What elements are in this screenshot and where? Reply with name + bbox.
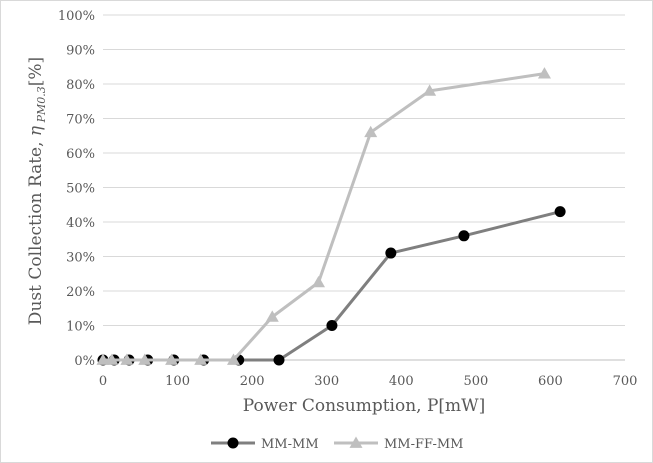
y-tick-label: 0% [74, 354, 95, 369]
legend-label: MM-FF-MM [384, 437, 464, 452]
data-point-circle [554, 206, 566, 218]
data-point-triangle [312, 275, 326, 288]
series-mm-mm [97, 206, 566, 366]
y-axis-title-main: Dust Collection Rate, [26, 136, 46, 325]
data-point-triangle [105, 353, 119, 365]
data-point-triangle [423, 84, 437, 96]
legend-marker-circle [227, 437, 239, 449]
y-tick-label: 20% [66, 285, 95, 300]
y-tick-label: 70% [66, 113, 95, 128]
legend: MM-MM MM-FF-MM [211, 436, 464, 452]
data-point-triangle [165, 353, 179, 365]
y-axis-title-unit: [%] [26, 57, 46, 86]
x-tick-label: 100 [165, 374, 190, 389]
y-axis-ticks: 0% 10% 20% 30% 40% 50% 60% 70% 80% 90% 100% [58, 9, 95, 369]
data-point-circle [458, 230, 470, 242]
y-axis-title-subscript: PM0.3 [35, 86, 48, 126]
legend-item: MM-FF-MM [334, 436, 464, 452]
y-tick-label: 50% [66, 182, 95, 197]
legend-label: MM-MM [261, 437, 319, 452]
data-point-triangle [96, 353, 110, 365]
y-axis-title: Dust Collection Rate, η PM0.3[%] [26, 57, 48, 325]
data-point-triangle [537, 67, 551, 79]
y-tick-label: 60% [66, 147, 95, 162]
x-tick-label: 600 [538, 374, 563, 389]
series-line [103, 210, 561, 362]
data-point-triangle [227, 353, 240, 365]
x-axis-ticks: 0 100 200 300 400 500 600 700 [99, 374, 638, 389]
data-point-triangle [265, 310, 279, 322]
data-point-circle [273, 354, 285, 366]
y-tick-label: 90% [66, 44, 95, 59]
y-tick-label: 80% [66, 78, 95, 93]
y-tick-label: 100% [58, 9, 95, 24]
x-tick-label: 500 [463, 374, 488, 389]
x-axis-title: Power Consumption, P[mW] [243, 396, 486, 416]
data-point-triangle [138, 353, 152, 365]
y-axis-title-symbol: η [26, 125, 46, 136]
gridlines [103, 14, 625, 361]
series-mm-ff-mm [96, 67, 551, 365]
x-tick-label: 200 [240, 374, 265, 389]
x-tick-label: 700 [613, 374, 638, 389]
data-point-triangle [194, 353, 208, 365]
legend-marker-triangle [349, 436, 363, 448]
x-tick-label: 0 [99, 374, 107, 389]
data-point-circle [385, 247, 397, 259]
data-point-triangle [364, 125, 378, 138]
legend-item: MM-MM [211, 437, 319, 452]
series-layer [96, 67, 566, 366]
y-tick-label: 30% [66, 251, 95, 266]
data-point-circle [326, 320, 338, 331]
data-point-triangle [120, 353, 134, 365]
x-tick-label: 400 [389, 374, 414, 389]
x-tick-label: 300 [314, 374, 339, 389]
y-tick-label: 10% [66, 320, 95, 335]
series-line [103, 72, 545, 362]
y-tick-label: 40% [66, 216, 95, 231]
